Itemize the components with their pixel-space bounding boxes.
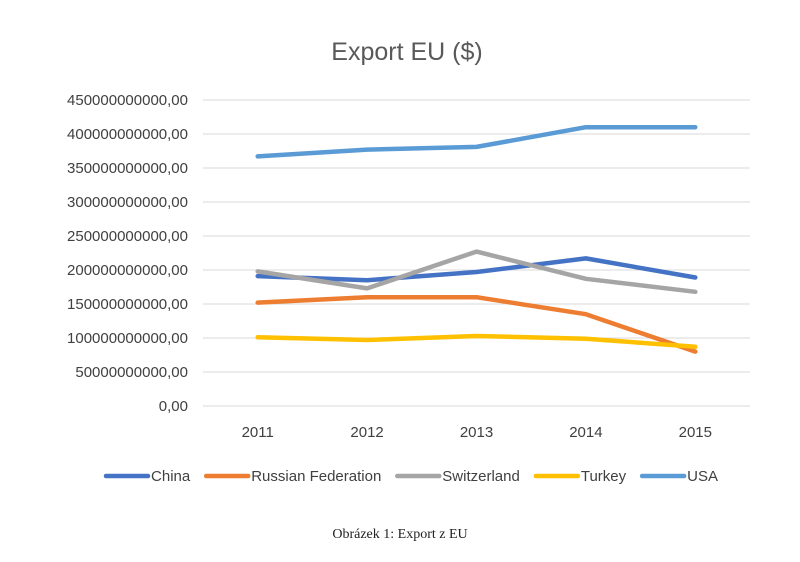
y-tick-label: 300000000000,00 (67, 194, 188, 211)
y-tick-label: 400000000000,00 (67, 126, 188, 143)
x-tick-label: 2015 (679, 424, 712, 441)
series-line-switzerland (255, 249, 698, 295)
x-tick-label: 2012 (350, 424, 383, 441)
y-axis-ticks: 0,00 50000000000,00 100000000000,00 1500000… (67, 92, 188, 415)
legend-item-turkey: Turkey (533, 468, 627, 485)
legend-label: USA (687, 468, 718, 485)
series-line-russian-federation (255, 294, 698, 354)
line-chart: Export EU ($) 0,00 50000000000,00 10000000… (67, 38, 750, 485)
series-line-china (255, 256, 698, 283)
y-tick-label: 0,00 (159, 398, 188, 415)
y-tick-label: 450000000000,00 (67, 92, 188, 109)
y-tick-label: 250000000000,00 (67, 228, 188, 245)
legend-item-usa: USA (639, 468, 718, 485)
x-axis-ticks: 2011 2012 2013 2014 2015 (242, 424, 712, 441)
y-tick-label: 350000000000,00 (67, 160, 188, 177)
y-tick-label: 200000000000,00 (67, 262, 188, 279)
y-tick-label: 100000000000,00 (67, 330, 188, 347)
y-tick-label: 50000000000,00 (75, 364, 188, 381)
legend-item-china: China (103, 468, 191, 485)
x-tick-label: 2013 (460, 424, 493, 441)
legend-label: Turkey (581, 468, 627, 485)
series-line-turkey (255, 333, 698, 350)
x-tick-label: 2014 (569, 424, 602, 441)
figure-caption: Obrázek 1: Export z EU (332, 527, 468, 542)
legend-label: Russian Federation (251, 468, 381, 485)
series-line-usa (255, 124, 698, 159)
y-tick-label: 150000000000,00 (67, 296, 188, 313)
legend-label: Switzerland (442, 468, 520, 485)
chart-title: Export EU ($) (331, 38, 482, 66)
legend-item-russian-federation: Russian Federation (203, 468, 381, 485)
series-lines (255, 124, 698, 354)
legend-item-switzerland: Switzerland (395, 468, 520, 485)
legend-label: China (151, 468, 191, 485)
x-tick-label: 2011 (242, 424, 274, 441)
legend: China Russian Federation Switzerland Turkey… (103, 468, 718, 485)
